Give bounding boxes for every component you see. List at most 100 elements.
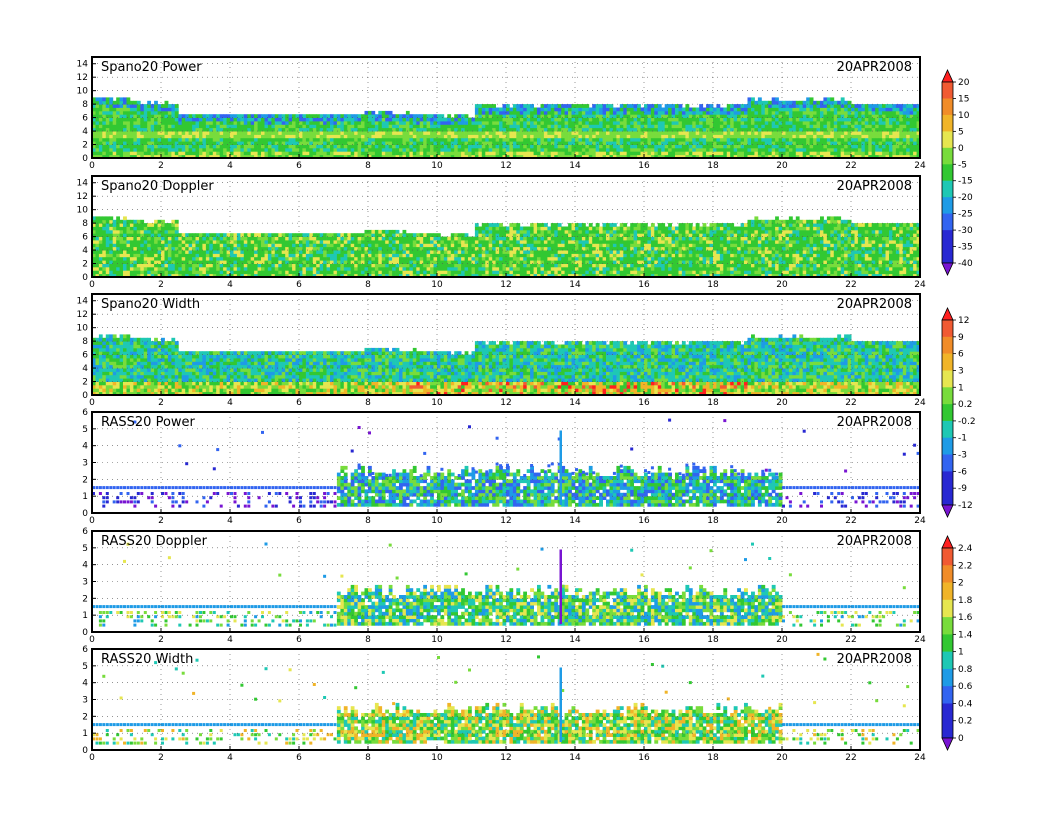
- heatmap-cell: [547, 121, 552, 125]
- heatmap-cell: [140, 104, 145, 108]
- heatmap-cell: [174, 243, 179, 248]
- heatmap-cell: [140, 141, 145, 145]
- heatmap-cell: [126, 114, 131, 118]
- heatmap-cell: [637, 107, 641, 112]
- heatmap-cell: [381, 263, 386, 268]
- heatmap-cell: [909, 137, 914, 142]
- heatmap-cell: [319, 256, 324, 261]
- heatmap-cell: [399, 250, 403, 254]
- heatmap-cell: [405, 114, 410, 118]
- heatmap-cell: [112, 121, 117, 125]
- heatmap-cell: [906, 141, 911, 145]
- heatmap-cell: [330, 270, 334, 275]
- heatmap-cell: [733, 137, 738, 142]
- heatmap-cell: [288, 240, 293, 244]
- heatmap-cell: [119, 266, 124, 271]
- heatmap-cell: [744, 131, 748, 135]
- heatmap-cell: [399, 266, 403, 271]
- heatmap-cell: [616, 121, 621, 125]
- heatmap-cell: [833, 124, 838, 129]
- heatmap-cell: [378, 233, 383, 237]
- heatmap-cell: [899, 134, 904, 139]
- heatmap-cell: [644, 151, 648, 156]
- heatmap-cell: [133, 100, 138, 105]
- heatmap-cell: [726, 114, 731, 118]
- heatmap-cell: [809, 137, 814, 142]
- heatmap-cell: [668, 131, 672, 135]
- heatmap-cell: [419, 131, 424, 135]
- heatmap-cell: [730, 141, 735, 145]
- heatmap-cell: [136, 100, 141, 105]
- heatmap-cell: [167, 124, 172, 129]
- heatmap-cell: [581, 151, 586, 156]
- heatmap-cell: [409, 147, 414, 152]
- heatmap-cell: [402, 240, 407, 244]
- heatmap-cell: [816, 114, 821, 118]
- heatmap-cell: [281, 236, 286, 241]
- heatmap-cell: [837, 151, 842, 156]
- heatmap-cell: [133, 266, 138, 271]
- heatmap-cell: [409, 141, 414, 145]
- heatmap-cell: [361, 144, 365, 149]
- heatmap-cell: [809, 100, 814, 105]
- heatmap-cell: [906, 127, 911, 132]
- heatmap-cell: [223, 256, 227, 261]
- heatmap-cell: [443, 127, 448, 132]
- x-tick-label: 20: [776, 161, 788, 171]
- heatmap-cell: [795, 141, 800, 145]
- heatmap-cell: [840, 107, 845, 112]
- heatmap-cell: [254, 250, 258, 254]
- heatmap-cell: [485, 137, 490, 142]
- heatmap-cell: [430, 131, 434, 135]
- heatmap-cell: [409, 151, 414, 156]
- heatmap-cell: [868, 107, 873, 112]
- heatmap-cell: [102, 114, 107, 118]
- heatmap-cell: [281, 121, 286, 125]
- heatmap-cell: [423, 134, 427, 139]
- heatmap-cell: [254, 256, 258, 261]
- heatmap-cell: [368, 250, 372, 254]
- heatmap-cell: [112, 250, 117, 254]
- heatmap-cell: [154, 117, 158, 122]
- heatmap-cell: [278, 114, 283, 118]
- heatmap-cell: [323, 240, 327, 244]
- heatmap-cell: [733, 151, 738, 156]
- heatmap-cell: [799, 124, 804, 129]
- heatmap-cell: [681, 144, 686, 149]
- heatmap-cell: [740, 137, 745, 142]
- heatmap-cell: [381, 243, 386, 248]
- heatmap-cell: [782, 127, 786, 132]
- heatmap-cell: [129, 250, 134, 254]
- heatmap-cell: [405, 154, 410, 159]
- heatmap-cell: [292, 117, 296, 122]
- heatmap-cell: [833, 104, 838, 108]
- heatmap-cell: [699, 114, 704, 118]
- heatmap-cell: [167, 243, 172, 248]
- heatmap-cell: [167, 250, 172, 254]
- heatmap-cell: [147, 141, 151, 145]
- heatmap-cell: [471, 121, 476, 125]
- heatmap-cell: [816, 124, 821, 129]
- heatmap-cell: [192, 250, 196, 254]
- heatmap-cell: [730, 121, 735, 125]
- heatmap-cell: [223, 236, 227, 241]
- heatmap-cell: [143, 243, 148, 248]
- heatmap-cell: [433, 114, 438, 118]
- heatmap-cell: [588, 110, 593, 115]
- heatmap-cell: [164, 273, 169, 278]
- heatmap-cell: [192, 266, 196, 271]
- heatmap-cell: [136, 134, 141, 139]
- heatmap-cell: [723, 151, 728, 156]
- heatmap-cell: [192, 114, 196, 118]
- heatmap-cell: [547, 104, 552, 108]
- heatmap-cell: [288, 114, 293, 118]
- heatmap-cell: [261, 236, 265, 241]
- heatmap-cell: [726, 121, 731, 125]
- heatmap-cell: [461, 131, 465, 135]
- heatmap-cell: [709, 134, 714, 139]
- heatmap-cell: [381, 114, 386, 118]
- heatmap-cell: [98, 97, 103, 102]
- heatmap-cell: [371, 137, 376, 142]
- heatmap-cell: [347, 260, 352, 264]
- heatmap-cell: [254, 260, 258, 264]
